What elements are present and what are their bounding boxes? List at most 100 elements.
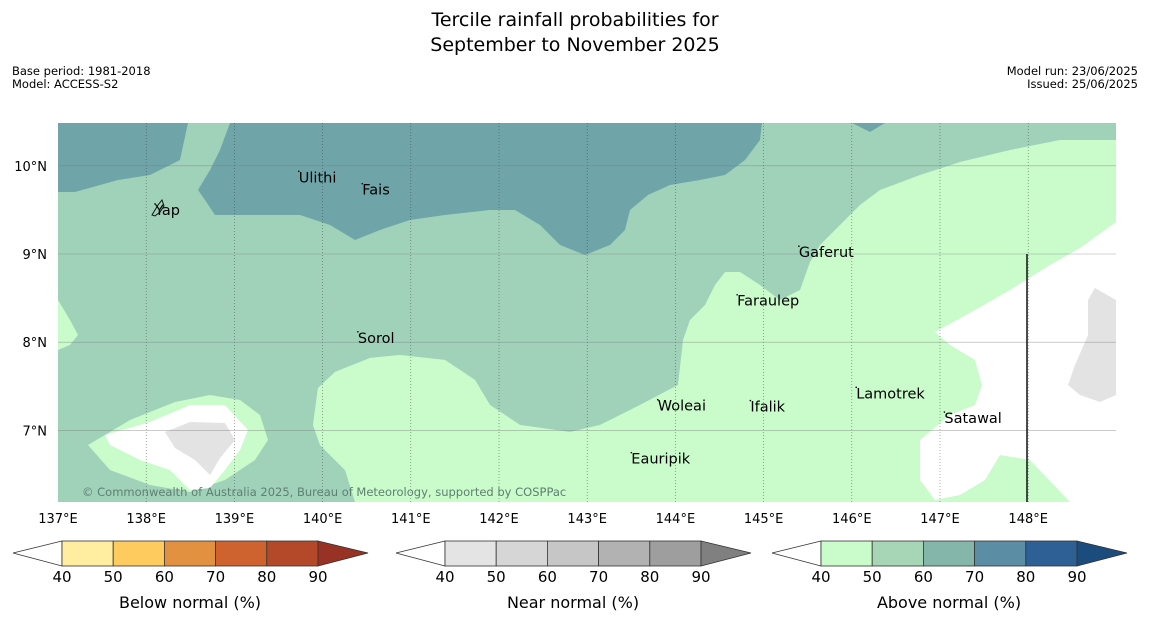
- contour-above-60-ne: [852, 123, 885, 132]
- colorbar-segment: [444, 540, 497, 567]
- place-marker: [736, 293, 738, 296]
- lat-label: 8°N: [23, 336, 48, 351]
- colorbar-tick: 70: [206, 568, 225, 584]
- colorbar-tick: 80: [640, 568, 659, 584]
- lat-label: 9°N: [23, 248, 48, 263]
- colorbar-segment: [598, 540, 651, 567]
- place-label: Yap: [154, 203, 180, 219]
- colorbar-tick: 60: [914, 568, 933, 584]
- place-label: Ifalik: [750, 400, 785, 416]
- colorbar-extend-high: [700, 540, 752, 567]
- colorbar-0: 40 50 60 70 80 90: [12, 540, 369, 584]
- colorbar-tick: 50: [104, 568, 123, 584]
- contour-above-40-west: [58, 300, 78, 350]
- colorbar-2: 40 50 60 70 80 90: [771, 540, 1128, 584]
- title-line-2: September to November 2025: [430, 34, 720, 56]
- meta-right: Model run: 23/06/2025 Issued: 25/06/2025: [1007, 65, 1138, 91]
- lon-label: 148°E: [1008, 512, 1048, 527]
- colorbar-segment: [215, 540, 268, 567]
- contour-near-sw: [165, 422, 235, 475]
- colorbar-segment: [163, 540, 216, 567]
- contour-above-60-north: [198, 123, 762, 255]
- colorbar-tick: 40: [435, 568, 454, 584]
- place-marker: [297, 170, 300, 173]
- lon-label: 143°E: [567, 512, 607, 527]
- map-body: Yap Ulithi Fais Gaferut Faraulep Sorol Woleai I…: [14, 123, 1116, 527]
- lon-label: 137°E: [38, 512, 78, 527]
- colorbar-tick: 50: [863, 568, 882, 584]
- place-label: Faraulep: [737, 294, 799, 310]
- colorbar-segment: [922, 540, 975, 567]
- place-label: Sorol: [358, 331, 395, 347]
- colorbar-segment: [112, 540, 165, 567]
- colorbar-tick: 50: [487, 568, 506, 584]
- place-marker: [656, 398, 659, 401]
- copyright-text: © Commonwealth of Australia 2025, Bureau…: [82, 485, 566, 499]
- colorbar-extend-low: [12, 540, 63, 567]
- place-marker: [361, 182, 364, 185]
- colorbar-1: 40 50 60 70 80 90: [395, 540, 752, 584]
- colorbar-segment: [649, 540, 702, 567]
- lon-label: 141°E: [391, 512, 431, 527]
- colorbar-label: Near normal (%): [506, 593, 640, 612]
- contour-above-60-nw: [58, 123, 190, 192]
- meta-left: Base period: 1981-2018 Model: ACCESS-S2: [12, 65, 151, 91]
- colorbar-segment: [974, 540, 1027, 567]
- model-name: Model: ACCESS-S2: [12, 77, 119, 91]
- lon-label: 140°E: [303, 512, 343, 527]
- place-label: Lamotrek: [856, 386, 925, 402]
- colorbar-label: Above normal (%): [876, 593, 1022, 612]
- model-run: Model run: 23/06/2025: [1006, 64, 1138, 78]
- place-label: Ulithi: [299, 170, 337, 186]
- colorbar-tick: 40: [811, 568, 830, 584]
- lon-label: 138°E: [126, 512, 166, 527]
- place-label: Fais: [362, 183, 389, 199]
- colorbar-extend-high: [317, 540, 369, 567]
- colorbar-tick: 90: [308, 568, 327, 584]
- place-label: Satawal: [944, 411, 1001, 427]
- colorbar-tick: 70: [965, 568, 984, 584]
- map-title: Tercile rainfall probabilities for Septe…: [0, 8, 1150, 58]
- colorbar-extend-low: [771, 540, 822, 567]
- colorbar-tick: 90: [691, 568, 710, 584]
- place-marker: [749, 399, 752, 402]
- place-marker: [855, 386, 858, 389]
- place-label: Gaferut: [799, 245, 854, 261]
- contour-near-east: [1068, 288, 1116, 402]
- colorbar-segment: [61, 540, 114, 567]
- yap-island-shape: [151, 198, 165, 217]
- colorbar-extend-high: [1076, 540, 1128, 567]
- lon-label: 146°E: [832, 512, 872, 527]
- base-period: Base period: 1981-2018: [12, 64, 151, 78]
- contour-above-40-east: [313, 123, 1116, 502]
- lon-label: 145°E: [744, 512, 784, 527]
- colorbar-segment: [820, 540, 873, 567]
- place-label: Eauripik: [631, 452, 690, 468]
- place-marker: [943, 411, 946, 413]
- lat-label: 7°N: [23, 424, 48, 439]
- lat-label: 10°N: [14, 160, 47, 175]
- lon-label: 142°E: [479, 512, 519, 527]
- contour-white-east: [920, 222, 1116, 502]
- colorbar-tick: 90: [1067, 568, 1086, 584]
- colorbar-tick: 40: [52, 568, 71, 584]
- colorbar-segment: [871, 540, 924, 567]
- colorbar-segment: [546, 540, 599, 567]
- issued-date: Issued: 25/06/2025: [1027, 77, 1138, 91]
- place-marker: [357, 330, 359, 333]
- colorbar-tick: 80: [1016, 568, 1035, 584]
- place-label: Woleai: [658, 399, 706, 415]
- colorbar-segment: [495, 540, 548, 567]
- map-fill-layer: Yap Ulithi Fais Gaferut Faraulep Sorol Woleai I…: [58, 123, 1116, 502]
- colorbar-tick: 60: [538, 568, 557, 584]
- colorbar-tick: 70: [589, 568, 608, 584]
- lon-label: 144°E: [656, 512, 696, 527]
- colorbar-tick: 60: [155, 568, 174, 584]
- title-line-1: Tercile rainfall probabilities for: [431, 9, 719, 31]
- colorbar-tick: 80: [257, 568, 276, 584]
- colorbar-segment: [266, 540, 319, 567]
- lon-label: 147°E: [920, 512, 960, 527]
- place-marker: [154, 203, 156, 205]
- lon-label: 139°E: [215, 512, 255, 527]
